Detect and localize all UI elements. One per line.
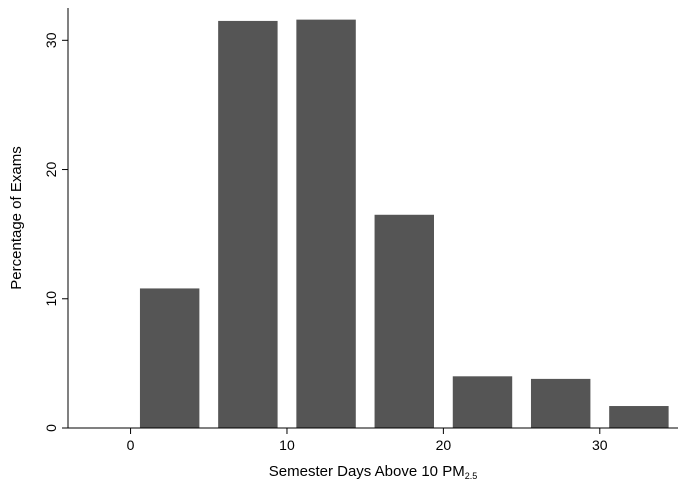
bar-0 bbox=[139, 288, 200, 428]
x-axis-title-subscript: 2.5 bbox=[465, 471, 478, 481]
y-tick-label-10: 10 bbox=[43, 291, 59, 307]
bar-4 bbox=[452, 376, 513, 428]
bar-6 bbox=[609, 406, 669, 428]
y-tick-label-20: 20 bbox=[43, 162, 59, 178]
x-ticks: 0 10 20 30 bbox=[127, 428, 608, 453]
x-tick-label-0: 0 bbox=[127, 437, 135, 453]
bars-group bbox=[139, 19, 669, 429]
x-tick-label-30: 30 bbox=[592, 437, 608, 453]
x-tick-label-10: 10 bbox=[279, 437, 295, 453]
x-axis-title-main: Semester Days Above 10 PM bbox=[269, 463, 465, 480]
bar-2 bbox=[296, 19, 356, 429]
x-tick-label-20: 20 bbox=[436, 437, 452, 453]
y-tick-label-0: 0 bbox=[43, 424, 59, 432]
y-axis-title: Percentage of Exams bbox=[8, 146, 25, 289]
y-tick-label-30: 30 bbox=[43, 32, 59, 48]
y-ticks: 0 10 20 30 bbox=[43, 32, 68, 432]
bar-1 bbox=[218, 20, 278, 429]
x-axis-title: Semester Days Above 10 PM2.5 bbox=[269, 463, 477, 481]
bar-5 bbox=[530, 378, 591, 428]
bar-3 bbox=[374, 214, 434, 428]
